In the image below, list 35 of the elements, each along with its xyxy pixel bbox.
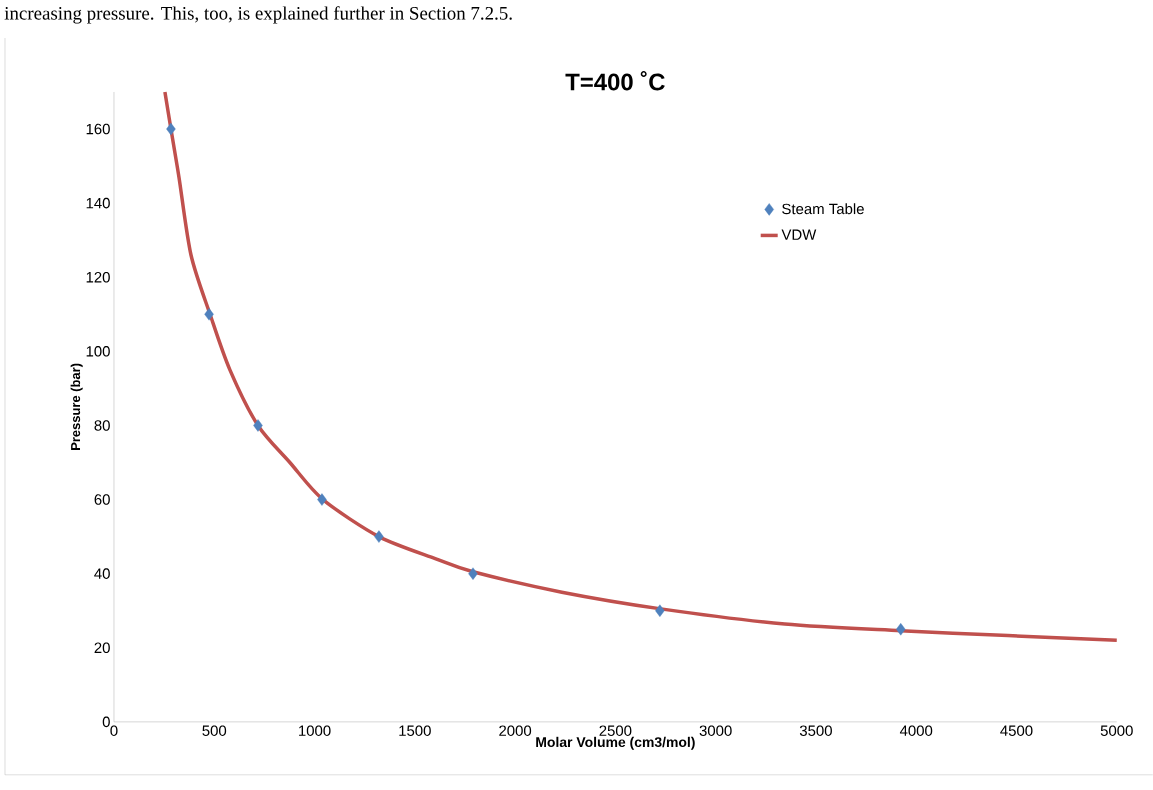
x-tick-label: 500 [202, 725, 227, 737]
x-axis-title: Molar Volume (cm3/mol) [536, 736, 695, 750]
y-tick-label: 40 [94, 568, 110, 579]
y-tick-label: 120 [86, 272, 110, 283]
chart-title: T=400 ˚C [565, 71, 665, 91]
legend-label: Steam Table [782, 203, 864, 215]
y-tick-label: 100 [86, 346, 110, 357]
y-tick-label: 20 [94, 642, 110, 654]
point [253, 419, 263, 432]
legend-label: VDW [781, 229, 817, 240]
x-tick-label: 3000 [699, 725, 732, 737]
y-axis-title: Pressure (bar) [70, 363, 83, 451]
y-tick-label: 60 [94, 494, 110, 505]
x-tick-label: 2500 [599, 725, 632, 737]
x-tick-label: 1500 [399, 725, 431, 737]
x-tick-label: 5000 [1100, 725, 1133, 737]
text: increasing pressure. This, too, is explained further in Section 7.2.5. [4, 6, 512, 24]
point [468, 567, 478, 580]
line-series [163, 90, 1119, 643]
x-tick-label: 3500 [799, 725, 832, 737]
x-tick-label: 4000 [899, 725, 933, 737]
point [374, 530, 384, 543]
point [166, 122, 176, 136]
point [317, 493, 327, 506]
x-tick-label: 0 [110, 725, 118, 737]
x-tick-label: 1000 [299, 725, 331, 737]
x-tick-label: 4500 [1000, 725, 1033, 737]
point [655, 604, 665, 617]
x-tick-label: 2000 [499, 725, 532, 737]
y-tick-label: 160 [86, 123, 110, 135]
point [896, 623, 906, 636]
y-tick-label: 0 [102, 716, 110, 728]
y-tick-label: 140 [86, 197, 110, 209]
point [204, 308, 214, 321]
y-tick-label: 80 [94, 420, 110, 431]
